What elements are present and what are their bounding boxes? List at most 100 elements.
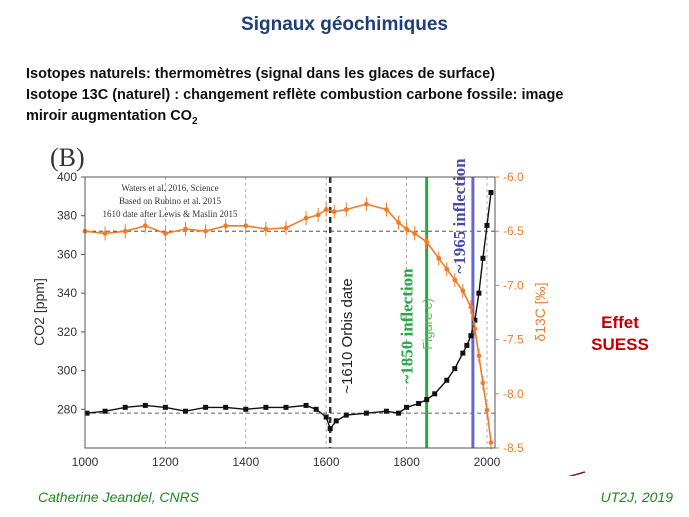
co2-point-1870 bbox=[432, 391, 438, 397]
y-left-tick-label-320: 320 bbox=[57, 325, 77, 339]
co2-point-1780 bbox=[396, 410, 402, 416]
series-line-d13c bbox=[84, 203, 492, 443]
d13c-point-1620 bbox=[331, 209, 337, 215]
subtitle-line-3-text: miroir augmentation CO bbox=[26, 108, 192, 124]
slide-subtitle: Isotopes naturels: thermomètres (signal … bbox=[26, 64, 666, 132]
chart-series bbox=[82, 189, 494, 450]
d13c-point-1550 bbox=[303, 215, 309, 221]
d13c-point-1820 bbox=[412, 230, 418, 236]
reference-lines bbox=[85, 230, 495, 414]
co2-point-1940 bbox=[460, 350, 466, 356]
co2-point-1970 bbox=[472, 317, 478, 323]
vertical-markers bbox=[328, 177, 475, 448]
plot-frame bbox=[84, 176, 496, 449]
d13c-point-1650 bbox=[343, 207, 349, 212]
x-tick-label-1600: 1600 bbox=[313, 455, 340, 469]
d13c-point-1450 bbox=[263, 226, 269, 232]
d13c-point-1780 bbox=[396, 220, 401, 225]
y-left-tick-label-340: 340 bbox=[57, 286, 77, 300]
credit-line-3: 1610 date after Lewis & Maslin 2015 bbox=[103, 209, 238, 219]
panel-label: (B) bbox=[50, 143, 85, 172]
d13c-point-2000 bbox=[484, 407, 490, 413]
y-right-tick-label--8.5: -8.5 bbox=[503, 441, 524, 455]
x-tick-label-1000: 1000 bbox=[72, 455, 99, 469]
co2-point-1610 bbox=[327, 426, 333, 432]
vertical-marker-labels: ~1610 Orbis date ~1850 inflection ~1965 in… bbox=[339, 158, 469, 394]
d13c-point-1850 bbox=[424, 239, 430, 245]
co2-point-1960 bbox=[468, 333, 474, 339]
co2-point-1100 bbox=[122, 404, 128, 410]
y-right-tick-label--6: -6.0 bbox=[503, 170, 524, 184]
co2-point-2010 bbox=[488, 189, 494, 195]
d13c-point-1250 bbox=[183, 226, 188, 232]
d13c-point-1700 bbox=[363, 201, 369, 207]
subtitle-line-1: Isotopes naturels: thermomètres (signal … bbox=[26, 66, 495, 82]
co2-d13c-chart: (B) 1000 1200 1400 1600 1800 2000 280 300 320 340… bbox=[31, 143, 586, 476]
y-left-tick-label-360: 360 bbox=[57, 247, 77, 261]
series-line-co2 bbox=[86, 192, 492, 431]
y-left-tick-label-380: 380 bbox=[57, 209, 77, 223]
vertical-marker-label-1850: ~1850 inflection bbox=[398, 268, 417, 384]
x-tick-label-1800: 1800 bbox=[393, 455, 420, 469]
y-axis-right-label: δ13C [‰] bbox=[532, 282, 548, 341]
d13c-point-1300 bbox=[203, 228, 208, 234]
co2-point-1650 bbox=[343, 412, 349, 418]
d13c-point-1970 bbox=[472, 326, 478, 332]
y-left-tick-label-280: 280 bbox=[57, 402, 77, 416]
vertical-marker-label-1965: ~1965 inflection bbox=[450, 158, 469, 274]
co2-point-1830 bbox=[416, 400, 422, 406]
co2-point-1920 bbox=[452, 366, 458, 372]
co2-point-1900 bbox=[444, 377, 450, 383]
footer-affiliation: UT2J, 2019 bbox=[600, 489, 673, 505]
co2-point-1005 bbox=[84, 410, 90, 416]
co2-point-1050 bbox=[102, 408, 108, 414]
co2-point-1800 bbox=[404, 404, 410, 410]
d13c-point-2010 bbox=[488, 440, 494, 445]
x-tick-label-1400: 1400 bbox=[232, 455, 259, 469]
d13c-point-1800 bbox=[404, 226, 409, 232]
y-right-tick-label--7: -7.0 bbox=[503, 278, 524, 292]
y-axis-left-label: CO2 [ppm] bbox=[31, 278, 47, 346]
suess-annotation-line-2: SUESS bbox=[591, 335, 649, 354]
d13c-point-1920 bbox=[452, 277, 458, 283]
co2-point-1350 bbox=[223, 404, 229, 410]
subtitle-co2-subscript: 2 bbox=[191, 115, 198, 127]
d13c-point-1750 bbox=[384, 207, 389, 212]
credit-line-1: Waters et al. 2016, Science bbox=[121, 183, 218, 193]
d13c-point-1940 bbox=[460, 288, 466, 294]
co2-point-1990 bbox=[480, 255, 486, 261]
d13c-point-1050 bbox=[102, 230, 108, 236]
y-right-tick-label--7.5: -7.5 bbox=[503, 333, 524, 347]
y-right-tick-label--8: -8.0 bbox=[503, 387, 524, 401]
co2-point-1850 bbox=[424, 397, 430, 403]
co2-point-1950 bbox=[464, 342, 470, 348]
co2-point-1980 bbox=[476, 290, 482, 296]
d13c-point-1100 bbox=[122, 228, 128, 234]
vertical-marker-label-1610: ~1610 Orbis date bbox=[339, 278, 356, 394]
x-tick-label-2000: 2000 bbox=[474, 455, 501, 469]
d13c-point-1580 bbox=[315, 212, 321, 218]
x-tick-label-1200: 1200 bbox=[152, 455, 179, 469]
slide-title: Signaux géochimiques bbox=[241, 14, 448, 35]
co2-point-1250 bbox=[182, 408, 188, 414]
co2-point-1575 bbox=[313, 406, 319, 412]
d13c-point-1990 bbox=[480, 380, 486, 386]
subtitle-line-2: Isotope 13C (naturel) : changement reflè… bbox=[26, 87, 564, 103]
co2-point-1600 bbox=[323, 414, 329, 420]
co2-point-1200 bbox=[162, 404, 168, 410]
co2-point-1450 bbox=[263, 404, 269, 410]
d13c-point-1960 bbox=[468, 304, 474, 310]
co2-point-1150 bbox=[142, 402, 148, 408]
d13c-point-1980 bbox=[476, 353, 482, 359]
figure-c-label: Figure c) bbox=[420, 298, 435, 349]
footer-author: Catherine Jeandel, CNRS bbox=[38, 489, 200, 505]
suess-annotation: Effet SUESS bbox=[585, 312, 655, 356]
co2-point-1625 bbox=[333, 418, 339, 424]
suess-arrow-line bbox=[567, 471, 586, 476]
co2-point-1700 bbox=[363, 410, 369, 416]
co2-point-1550 bbox=[303, 402, 309, 408]
co2-point-2000 bbox=[484, 222, 490, 228]
d13c-point-1900 bbox=[444, 266, 450, 272]
d13c-point-1200 bbox=[162, 230, 168, 236]
y-left-tick-label-300: 300 bbox=[57, 364, 77, 378]
